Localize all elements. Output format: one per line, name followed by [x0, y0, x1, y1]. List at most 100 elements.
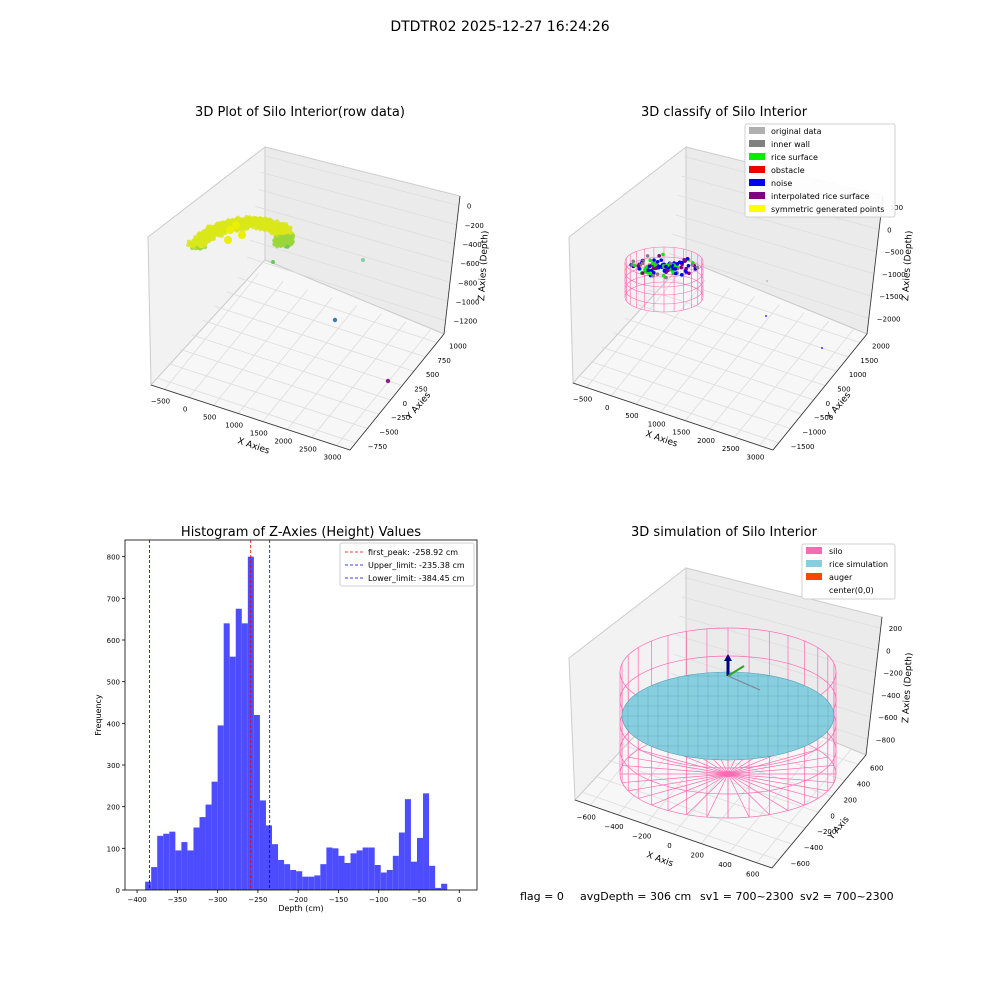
histogram-bar [200, 817, 206, 890]
histogram-legend-label: Lower_limit: -384.45 cm [368, 574, 465, 583]
classify-3d-point [669, 262, 673, 266]
classify-3d-x-tick-label: 0 [605, 404, 609, 412]
histogram-bar [423, 793, 429, 890]
histogram-bar [381, 873, 387, 891]
histogram-bar [411, 862, 417, 890]
classify-3d-point [674, 272, 678, 276]
panel-classify-3d: 3D classify of Silo Interior −5000500100… [569, 105, 915, 461]
simulation-3d-z-tick-label: −800 [876, 736, 895, 744]
simulation-3d-legend-label: silo [829, 547, 843, 556]
simulation-3d-y-tick-label: 400 [857, 780, 870, 788]
raw-3d-x-tick-label: 3000 [324, 454, 342, 462]
histogram-x-tick-label: −300 [208, 896, 227, 904]
panel-raw-3d: 3D Plot of Silo Interior(row data) −500 0… [148, 105, 491, 462]
simulation-3d-z-tick-label: −400 [881, 692, 900, 700]
classify-3d-point [659, 258, 663, 262]
raw-3d-x-tick-label: 1500 [250, 430, 268, 438]
classify-3d-point [656, 260, 660, 264]
histogram-bar [151, 867, 157, 890]
histogram-bar [284, 864, 290, 890]
histogram-bar [369, 848, 375, 891]
simulation-3d-legend-label: auger [829, 573, 853, 582]
classify-3d-z-tick-label: −1500 [879, 293, 903, 301]
footer-avg-depth: avgDepth = 306 cm [580, 890, 691, 903]
classify-3d-legend-swatch [749, 192, 765, 199]
histogram-y-tick-label: 200 [107, 804, 120, 812]
raw-3d-point [287, 241, 291, 245]
histogram-bar [302, 877, 308, 890]
classify-3d-point [684, 270, 688, 274]
classify-3d-point [657, 254, 661, 258]
classify-3d-point [683, 259, 687, 263]
histogram-y-tick-label: 0 [116, 887, 120, 895]
footer-sv1: sv1 = 700~2300 [700, 890, 794, 903]
histogram-legend: first_peak: -258.92 cm Upper_limit: -235.… [340, 543, 474, 586]
histogram-bar [145, 882, 151, 890]
classify-3d-x-tick-label: 3000 [747, 453, 765, 461]
simulation-3d-legend-label: rice simulation [829, 560, 888, 569]
panel-simulation-3d: 3D simulation of Silo Interior −600−400−… [569, 525, 915, 879]
simulation-3d-legend: silo rice simulation auger center(0,0) [802, 544, 895, 599]
raw-3d-x-tick-label: −500 [151, 397, 170, 405]
raw-3d-y-tick-label: 500 [426, 371, 439, 379]
classify-3d-x-tick-label: 500 [625, 412, 638, 420]
figure-suptitle: DTDTR02 2025-12-27 16:24:26 [390, 19, 609, 35]
raw-3d-point [232, 221, 240, 229]
raw-3d-point [279, 244, 283, 248]
histogram-y-tick-label: 700 [107, 595, 120, 603]
simulation-3d-z-tick-label: 0 [886, 647, 890, 655]
classify-3d-point [651, 262, 655, 266]
simulation-3d-z-tick-label: 200 [889, 625, 902, 633]
footer-flag: flag = 0 [520, 890, 564, 903]
classify-3d-point [652, 271, 656, 275]
histogram-bar [351, 853, 357, 890]
histogram-bar [242, 623, 248, 890]
histogram-bar [193, 828, 199, 891]
histogram-y-tick-label: 400 [107, 720, 120, 728]
simulation-3d-z-tick-label: −200 [884, 670, 903, 678]
classify-3d-legend-swatch [749, 127, 765, 134]
histogram-bars [145, 557, 447, 890]
histogram-bar [357, 850, 363, 890]
classify-3d-legend-swatch [749, 166, 765, 173]
histogram-bar [326, 848, 332, 891]
classify-3d-z-tick-label: −500 [885, 249, 904, 257]
histogram-bar [169, 832, 175, 890]
histogram-legend-label: first_peak: -258.92 cm [368, 548, 458, 557]
histogram-bar [206, 805, 212, 890]
classify-3d-legend: original data inner wall rice surface obsta… [745, 124, 895, 217]
histogram-bar [399, 833, 405, 891]
raw-3d-title: 3D Plot of Silo Interior(row data) [195, 105, 405, 120]
classify-3d-legend-label: inner wall [771, 140, 810, 149]
histogram-bar [320, 864, 326, 890]
histogram-bar [332, 848, 338, 890]
histogram-title: Histogram of Z-Axies (Height) Values [181, 525, 421, 540]
histogram-x-tick-label: −350 [168, 896, 187, 904]
classify-3d-point [637, 267, 641, 271]
histogram-bar [157, 836, 163, 890]
histogram-bar [344, 863, 350, 890]
classify-3d-point [643, 268, 647, 272]
histogram-x-tick-label: −400 [127, 896, 146, 904]
classify-3d-point [661, 253, 665, 257]
raw-3d-point [238, 231, 246, 239]
classify-3d-x-tick-label: 2500 [722, 445, 740, 453]
histogram-x-tick-label: −100 [369, 896, 388, 904]
simulation-3d-legend-label: center(0,0) [829, 586, 874, 595]
histogram-x-label: Depth (cm) [278, 904, 323, 913]
classify-3d-point [641, 271, 645, 275]
classify-3d-legend-label: noise [771, 179, 792, 188]
classify-3d-x-tick-label: −500 [573, 396, 592, 404]
raw-3d-outlier-point [361, 258, 365, 262]
raw-3d-point [224, 236, 232, 244]
classify-3d-point [696, 266, 700, 270]
classify-3d-z-label: Z Axies (Depth) [901, 230, 915, 301]
classify-3d-point [648, 265, 652, 269]
classify-3d-legend-swatch [749, 179, 765, 186]
classify-3d-legend-label: symmetric generated points [771, 205, 884, 214]
histogram-bar [278, 860, 284, 890]
classify-3d-legend-label: rice surface [771, 153, 818, 162]
histogram-legend-label: Upper_limit: -235.38 cm [368, 561, 465, 570]
histogram-bar [363, 848, 369, 891]
simulation-3d-x-tick-label: 600 [746, 871, 759, 879]
